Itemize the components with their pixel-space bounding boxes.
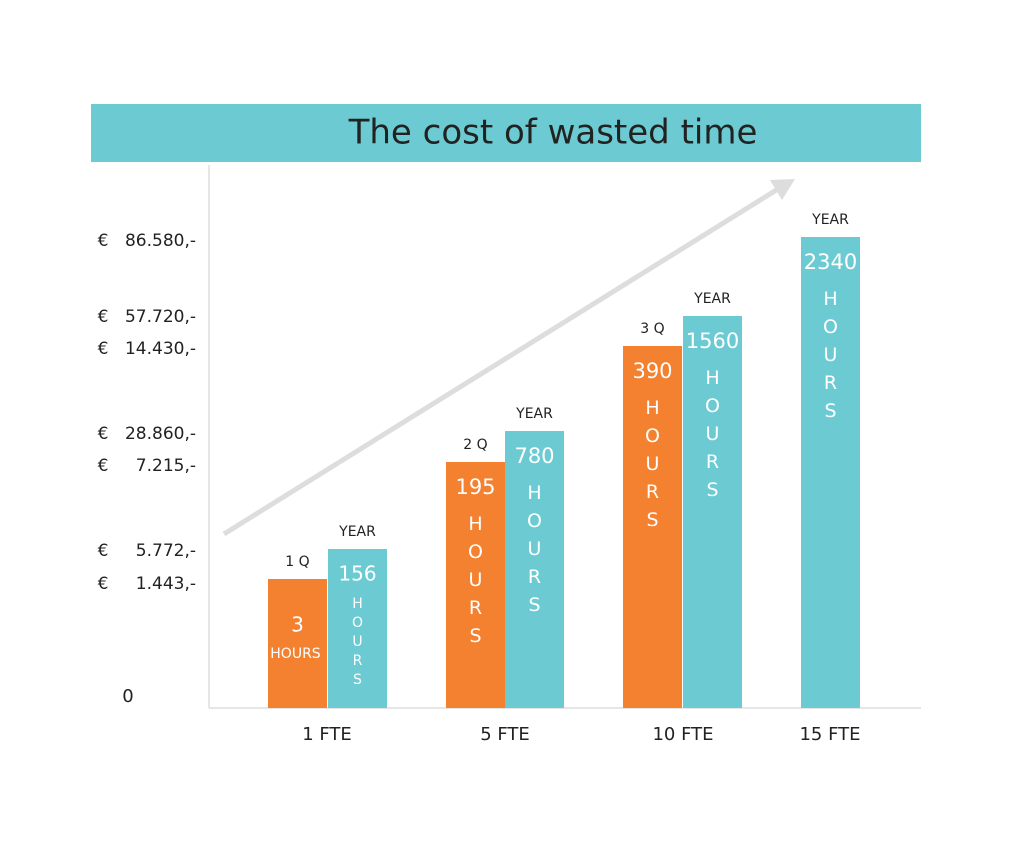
- title: The cost of wasted time: [348, 113, 758, 153]
- y-amount: 28.860,-: [125, 424, 196, 444]
- bar: [446, 462, 505, 708]
- x-label: 5 FTE: [480, 724, 530, 745]
- y-amount: 86.580,-: [125, 231, 196, 251]
- x-label: 15 FTE: [799, 724, 860, 745]
- bar-period: YEAR: [811, 212, 849, 228]
- bar-period: 3 Q: [640, 321, 664, 337]
- bar-period: YEAR: [515, 406, 553, 422]
- arrow-head: [770, 179, 795, 200]
- bar-hours: 1560: [686, 329, 739, 353]
- y-currency: €: [98, 339, 109, 359]
- bar-unit: HOURS: [270, 646, 321, 662]
- y-amount: 1.443,-: [136, 574, 196, 594]
- y-currency: €: [98, 231, 109, 251]
- bar: [328, 549, 387, 708]
- bar-period: YEAR: [693, 291, 731, 307]
- bar-hours: 390: [632, 359, 672, 383]
- bar-hours: 156: [338, 562, 376, 586]
- y-currency: €: [98, 541, 109, 561]
- bar: [623, 346, 682, 708]
- x-label: 1 FTE: [302, 724, 352, 745]
- bar-period: 2 Q: [463, 437, 487, 453]
- y-currency: €: [98, 574, 109, 594]
- y-currency: €: [98, 424, 109, 444]
- bar-hours: 195: [455, 475, 495, 499]
- bar-hours: 2340: [804, 250, 857, 274]
- bar: [268, 579, 327, 708]
- x-label: 10 FTE: [652, 724, 713, 745]
- title-bar: [91, 104, 921, 162]
- y-currency: €: [98, 307, 109, 327]
- bar: [801, 237, 860, 708]
- bar: [505, 431, 564, 708]
- bar-period: 1 Q: [285, 554, 309, 570]
- y-amount: 57.720,-: [125, 307, 196, 327]
- y-amount: 5.772,-: [136, 541, 196, 561]
- y-zero-label: 0: [122, 686, 133, 707]
- y-currency: €: [98, 456, 109, 476]
- trend-arrow: [222, 186, 780, 537]
- bar-hours: 3: [291, 613, 304, 637]
- bar: [683, 316, 742, 708]
- bar-period: YEAR: [338, 524, 376, 540]
- bar-hours: 780: [514, 444, 554, 468]
- y-amount: 14.430,-: [125, 339, 196, 359]
- y-amount: 7.215,-: [136, 456, 196, 476]
